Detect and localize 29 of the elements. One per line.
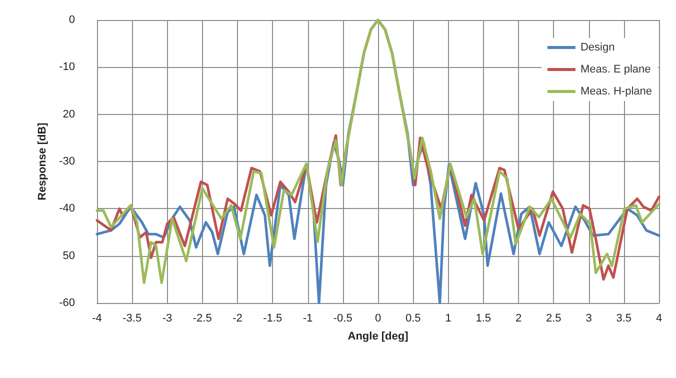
y-tick-label: -60 xyxy=(59,297,75,309)
x-tick-label: 4 xyxy=(656,312,662,324)
x-tick-label: -1 xyxy=(302,312,313,324)
y-tick-label: -40 xyxy=(59,202,75,215)
x-tick-label: -2.5 xyxy=(192,312,212,324)
x-tick-label: -4 xyxy=(92,312,102,324)
x-axis-title: Angle [deg] xyxy=(348,330,409,342)
x-tick-label: 2.5 xyxy=(546,312,562,324)
x-tick-label: 1 xyxy=(445,312,452,324)
y-tick-label: -10 xyxy=(59,61,75,74)
y-axis-title: Response [dB] xyxy=(36,122,49,200)
x-tick-label: -0.5 xyxy=(333,312,352,324)
legend-label: Meas. H-plane xyxy=(580,86,652,98)
x-tick-label: 0 xyxy=(374,312,382,324)
legend-label: Design xyxy=(580,42,615,54)
x-tick-label: 3 xyxy=(586,312,592,324)
x-tick-label: 2 xyxy=(515,312,522,324)
x-tick-label: -2 xyxy=(232,312,242,324)
x-tick-label: -3 xyxy=(162,312,172,324)
legend-label: Meas. E plane xyxy=(580,64,651,76)
x-tick-label: 3.5 xyxy=(616,312,632,324)
y-tick-label: 20 xyxy=(62,108,75,120)
x-tick-label: -1.5 xyxy=(263,312,282,324)
y-tick-label: -30 xyxy=(59,156,75,168)
x-tick-label: 0.5 xyxy=(405,312,421,324)
y-tick-label: 0 xyxy=(68,14,75,26)
x-tick-label: -3.5 xyxy=(122,312,142,324)
y-tick-label: 50 xyxy=(62,250,75,262)
x-tick-label: 1.5 xyxy=(476,312,492,324)
